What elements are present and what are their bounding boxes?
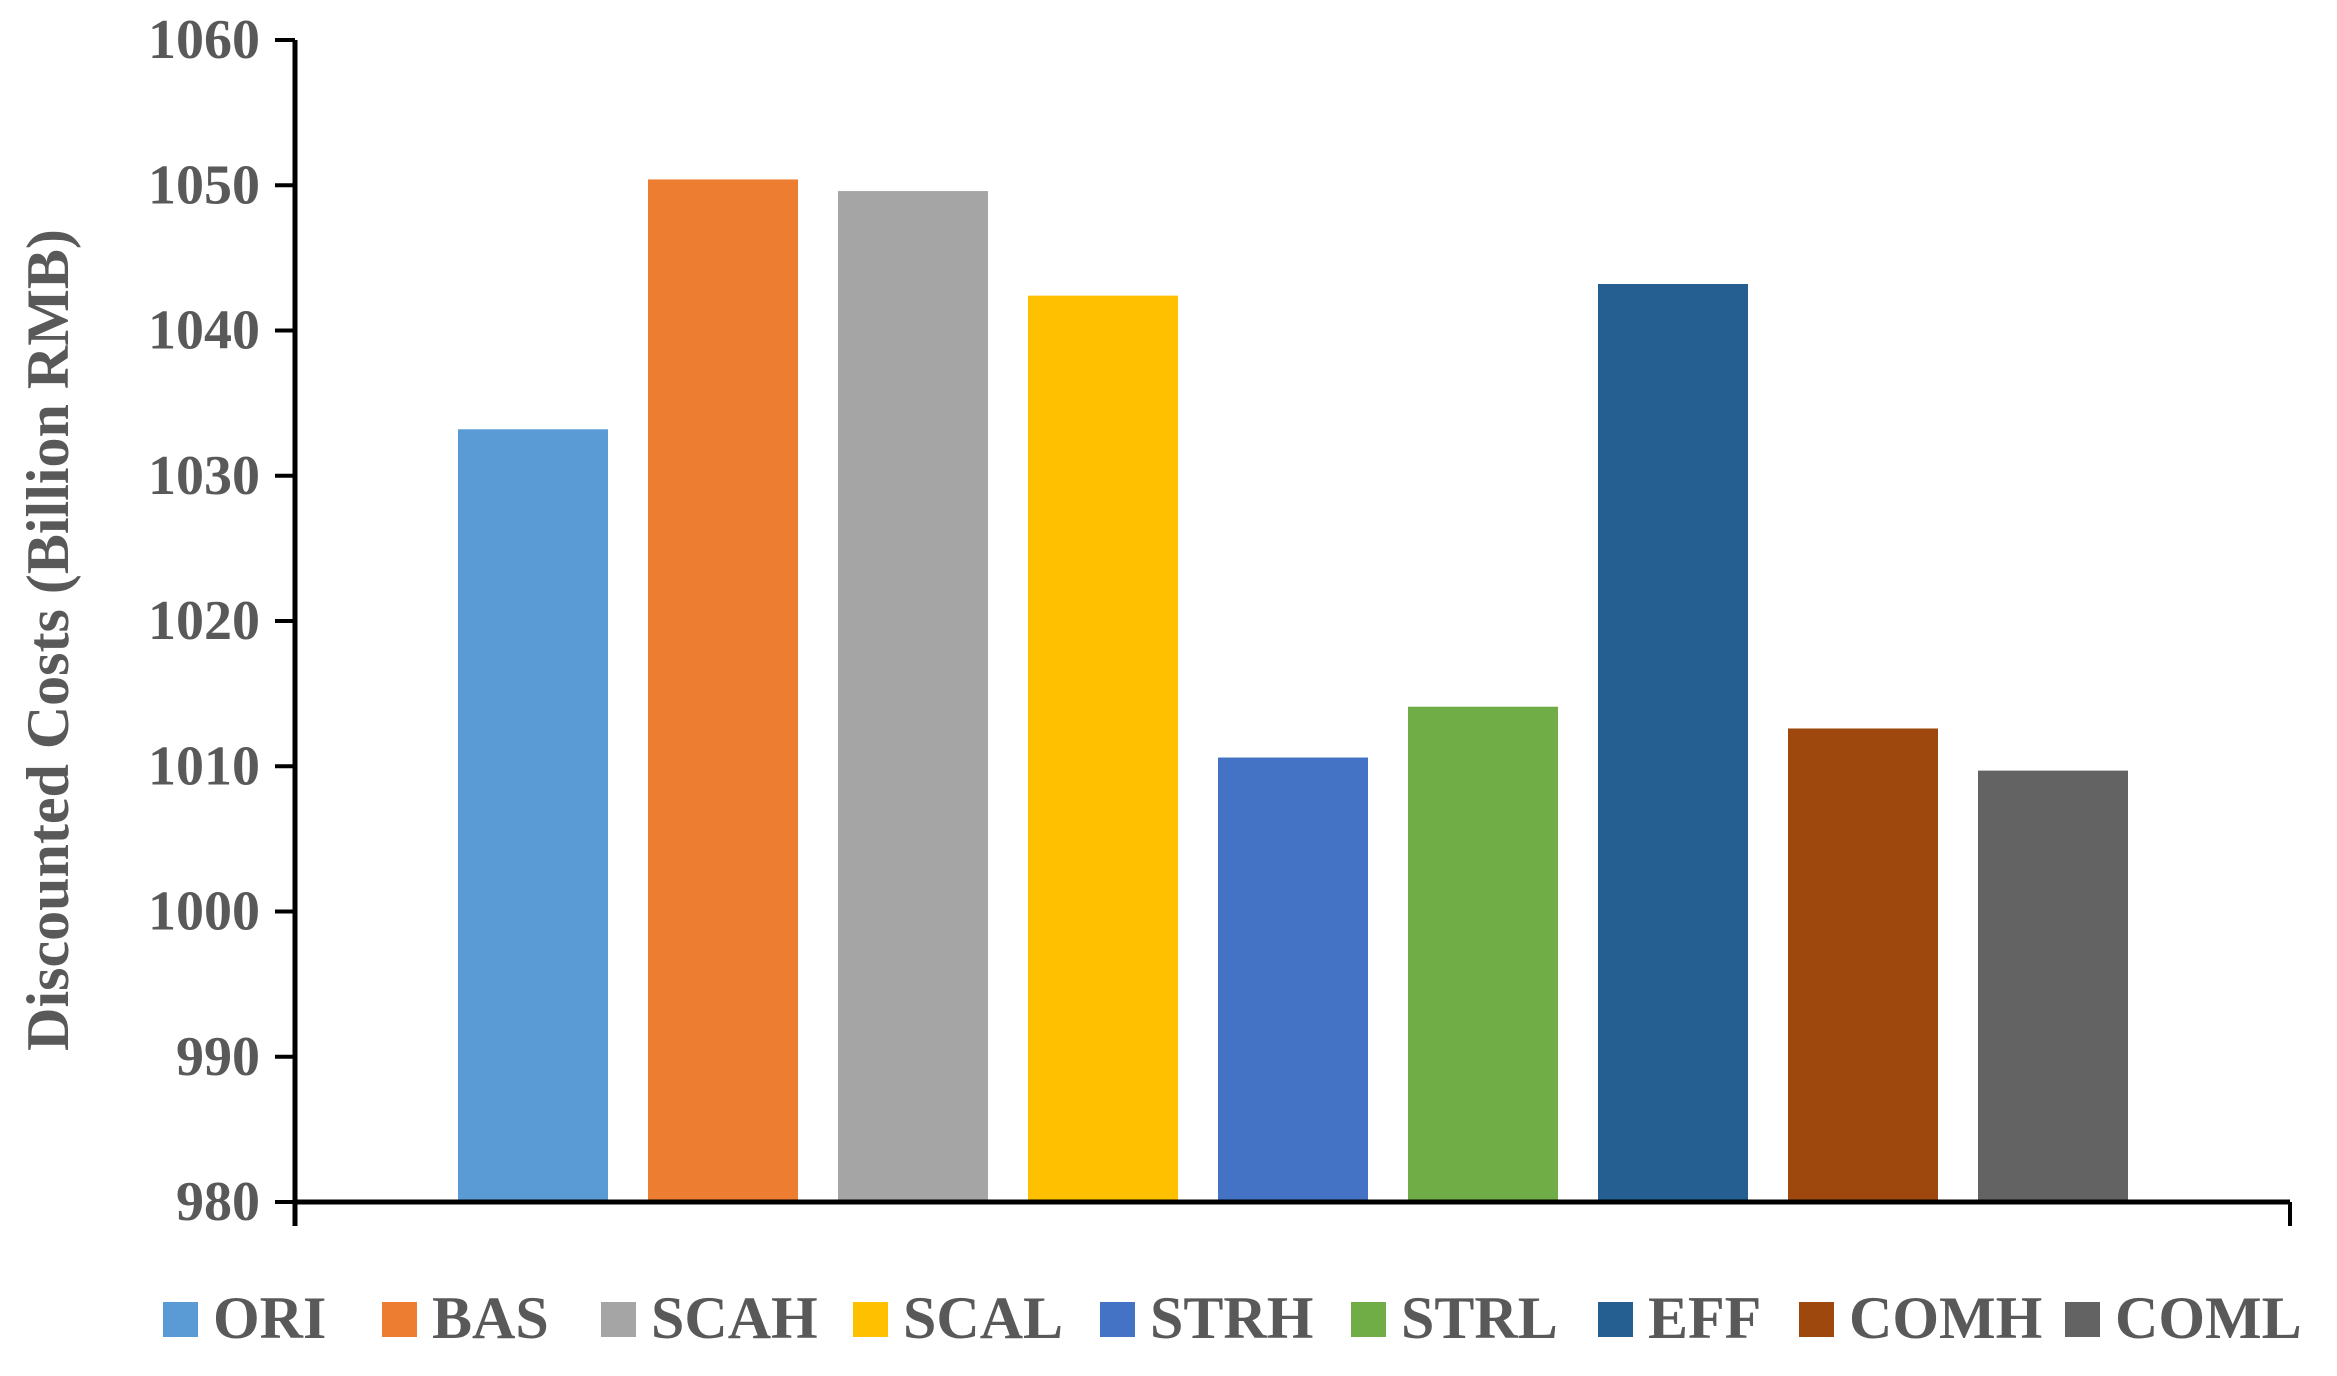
bar-eff [1598,284,1748,1202]
legend-swatch [853,1302,888,1337]
y-tick-label: 1020 [148,590,260,652]
legend-swatch [382,1302,417,1337]
y-tick-label: 990 [176,1026,260,1088]
y-tick-label: 1050 [148,154,260,216]
bar-scah [838,191,988,1202]
y-tick-label: 1040 [148,300,260,362]
legend-swatch [1351,1302,1386,1337]
legend-swatch [1799,1302,1834,1337]
bar-bas [648,179,798,1202]
legend: ORI BAS SCAH SCAL STRH STRL EFF COMH COML [163,1285,2302,1351]
legend-label: SCAL [903,1285,1063,1351]
legend-label: ORI [213,1285,326,1351]
bar-ori [458,429,608,1202]
legend-swatch [2065,1302,2100,1337]
legend-swatch [163,1302,198,1337]
legend-item-strl: STRL [1351,1285,1558,1351]
legend-label: STRL [1401,1285,1558,1351]
legend-label: COML [2115,1285,2302,1351]
bar-strh [1218,757,1368,1202]
legend-swatch [1598,1302,1633,1337]
legend-item-scal: SCAL [853,1285,1063,1351]
legend-item-eff: EFF [1598,1285,1761,1351]
y-tick-label: 1000 [148,881,260,943]
legend-label: SCAH [651,1285,818,1351]
legend-item-bas: BAS [382,1285,549,1351]
legend-swatch [1100,1302,1135,1337]
y-axis-title: Discounted Costs (Billion RMB) [15,229,81,1051]
y-tick-label: 1030 [148,445,260,507]
legend-swatch [601,1302,636,1337]
y-axis-ticks: 980 990 1000 1010 1020 1030 1040 1050 1060 [148,9,295,1233]
bar-comh [1788,728,1938,1202]
legend-label: BAS [432,1285,549,1351]
legend-item-coml: COML [2065,1285,2302,1351]
legend-label: EFF [1648,1285,1761,1351]
y-tick-label: 980 [176,1171,260,1233]
bars [458,179,2128,1202]
legend-item-strh: STRH [1100,1285,1313,1351]
y-axis-title-group: Discounted Costs (Billion RMB) [15,229,81,1051]
bar-strl [1408,706,1558,1202]
y-tick-label: 1010 [148,735,260,797]
legend-item-scah: SCAH [601,1285,818,1351]
legend-item-comh: COMH [1799,1285,2042,1351]
legend-label: STRH [1150,1285,1313,1351]
legend-label: COMH [1849,1285,2042,1351]
y-tick-label: 1060 [148,9,260,71]
legend-item-ori: ORI [163,1285,326,1351]
bar-scal [1028,295,1178,1202]
bar-coml [1978,770,2128,1202]
axes [292,40,2292,1226]
